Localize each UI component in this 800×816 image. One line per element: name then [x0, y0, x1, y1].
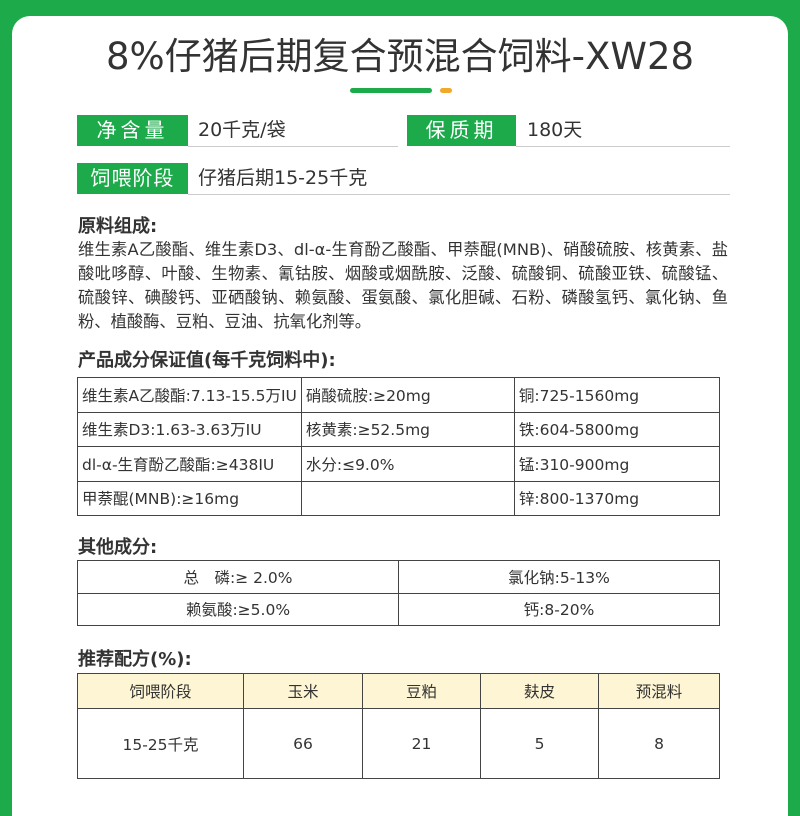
table-cell: 核黄素:≥52.5mg — [300, 411, 515, 447]
ingredients-text: 维生素A乙酸酯、维生素D3、dl-α-生育酚乙酸酯、甲萘醌(MNB)、硝酸硫胺、… — [78, 240, 728, 331]
table-cell: 硝酸硫胺:≥20mg — [300, 377, 515, 413]
table-cell: 15-25千克 — [77, 708, 244, 779]
table-cell: 水分:≤9.0% — [300, 446, 515, 482]
table-row: 总 磷:≥ 2.0% 氯化钠:5-13% — [77, 560, 720, 594]
divider — [516, 146, 730, 147]
table-cell: 赖氨酸:≥5.0% — [77, 592, 399, 626]
column-header: 玉米 — [243, 673, 363, 709]
divider — [188, 194, 730, 195]
column-header: 豆粕 — [362, 673, 481, 709]
table-cell: 8 — [598, 708, 720, 779]
title-divider-green — [350, 88, 432, 93]
formula-heading: 推荐配方(%): — [78, 649, 192, 670]
table-cell: 总 磷:≥ 2.0% — [77, 560, 399, 594]
column-header: 饲喂阶段 — [77, 673, 244, 709]
shelf-life-value: 180天 — [527, 119, 583, 141]
table-cell: 维生素A乙酸酯:7.13-15.5万IU — [77, 377, 302, 413]
net-content-label: 净含量 — [77, 115, 188, 146]
table-cell: 锌:800-1370mg — [513, 480, 721, 516]
table-cell: 钙:8-20% — [398, 592, 720, 626]
table-cell: 66 — [243, 708, 363, 779]
feeding-stage-label: 饲喂阶段 — [77, 163, 188, 194]
table-row: 维生素D3:1.63-3.63万IU 核黄素:≥52.5mg 铁:604-5800m… — [77, 411, 721, 447]
other-heading: 其他成分: — [78, 537, 158, 558]
table-row: 15-25千克 66 21 5 8 — [77, 708, 720, 779]
table-cell — [300, 480, 515, 516]
table-header-row: 饲喂阶段 玉米 豆粕 麸皮 预混料 — [77, 673, 720, 709]
other-table: 总 磷:≥ 2.0% 氯化钠:5-13% 赖氨酸:≥5.0% 钙:8-20% — [77, 560, 720, 626]
divider — [188, 146, 398, 147]
shelf-life-label: 保质期 — [407, 115, 516, 146]
title-divider-orange — [440, 88, 452, 93]
table-row: 甲萘醌(MNB):≥16mg 锌:800-1370mg — [77, 480, 721, 516]
guarantee-table: 维生素A乙酸酯:7.13-15.5万IU 硝酸硫胺:≥20mg 铜:725-1560… — [77, 377, 721, 516]
table-cell: dl-α-生育酚乙酸酯:≥438IU — [77, 446, 302, 482]
formula-table: 饲喂阶段 玉米 豆粕 麸皮 预混料 15-25千克 66 21 5 8 — [77, 673, 720, 779]
ingredients-heading: 原料组成: — [78, 216, 158, 237]
table-cell: 维生素D3:1.63-3.63万IU — [77, 411, 302, 447]
guarantee-heading: 产品成分保证值(每千克饲料中): — [78, 350, 336, 371]
net-content-value: 20千克/袋 — [198, 119, 286, 141]
table-row: 维生素A乙酸酯:7.13-15.5万IU 硝酸硫胺:≥20mg 铜:725-1560… — [77, 377, 721, 413]
table-cell: 甲萘醌(MNB):≥16mg — [77, 480, 302, 516]
table-row: dl-α-生育酚乙酸酯:≥438IU 水分:≤9.0% 锰:310-900mg — [77, 446, 721, 482]
table-cell: 铁:604-5800mg — [513, 411, 721, 447]
feeding-stage-value: 仔猪后期15-25千克 — [198, 167, 368, 189]
column-header: 麸皮 — [480, 673, 599, 709]
table-cell: 5 — [480, 708, 599, 779]
table-row: 赖氨酸:≥5.0% 钙:8-20% — [77, 592, 720, 626]
column-header: 预混料 — [598, 673, 720, 709]
table-cell: 锰:310-900mg — [513, 446, 721, 482]
table-cell: 21 — [362, 708, 481, 779]
page-title: 8%仔猪后期复合预混合饲料-XW28 — [105, 35, 695, 78]
table-cell: 氯化钠:5-13% — [398, 560, 720, 594]
table-cell: 铜:725-1560mg — [513, 377, 721, 413]
